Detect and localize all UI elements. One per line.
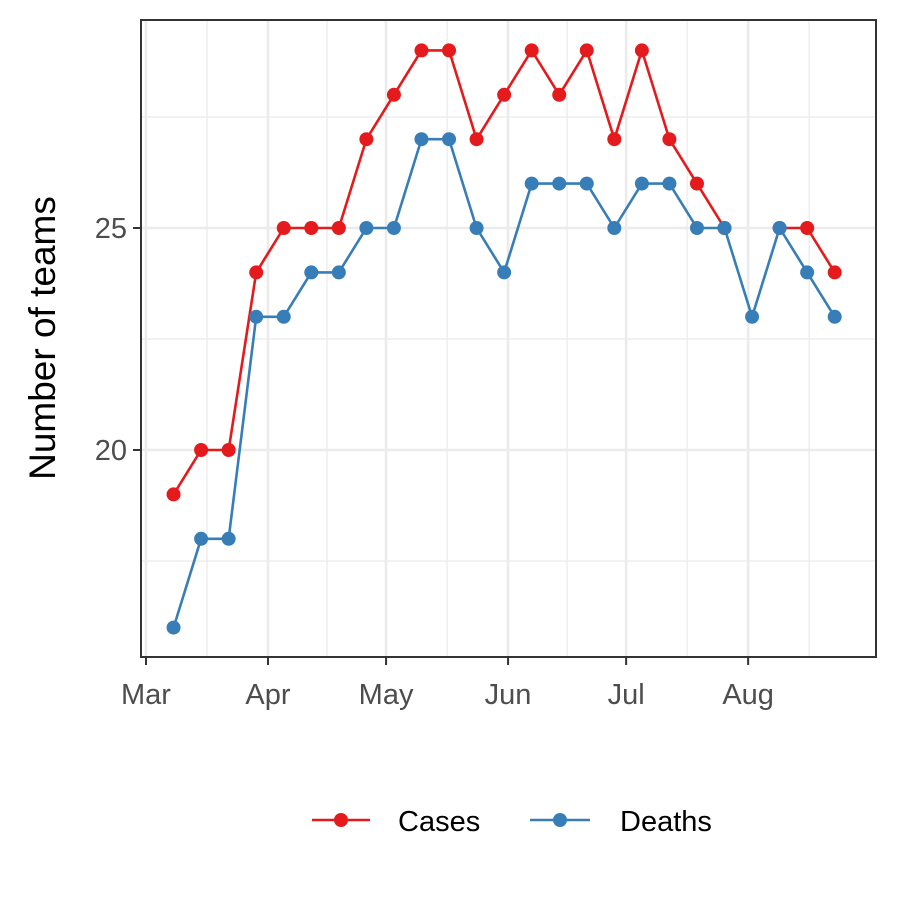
data-point <box>249 265 264 280</box>
data-point <box>634 43 649 58</box>
data-point <box>304 265 319 280</box>
data-point <box>221 443 236 457</box>
data-point <box>442 132 457 147</box>
data-point <box>414 132 429 147</box>
legend-marker <box>553 813 567 827</box>
data-point <box>331 221 346 235</box>
x-tick-label: Apr <box>245 679 290 711</box>
data-point <box>662 176 677 191</box>
series-deaths <box>166 132 842 635</box>
data-point <box>579 43 594 58</box>
series-cases <box>166 43 842 502</box>
data-point <box>331 265 346 280</box>
y-axis-title: Number of teams <box>22 196 63 480</box>
data-point <box>717 221 732 235</box>
data-point <box>689 176 704 191</box>
data-point <box>607 132 622 147</box>
data-point <box>662 132 677 147</box>
x-tick-label: Aug <box>722 679 774 711</box>
data-point <box>166 620 181 635</box>
data-point <box>359 132 374 147</box>
data-point <box>276 221 291 235</box>
data-point <box>194 531 209 546</box>
data-point <box>552 176 567 191</box>
data-point <box>442 43 457 58</box>
data-point <box>359 221 374 235</box>
legend-item-deaths: Deaths <box>530 806 712 838</box>
data-point <box>386 221 401 235</box>
data-point <box>800 221 815 235</box>
data-point <box>524 43 539 58</box>
data-point <box>607 221 622 235</box>
data-point <box>827 265 842 280</box>
legend-label: Cases <box>398 806 480 838</box>
x-tick-label: Jul <box>608 679 645 711</box>
x-tick-label: Jun <box>485 679 532 711</box>
legend-label: Deaths <box>620 806 712 838</box>
x-tick-label: May <box>359 679 414 711</box>
data-point <box>689 221 704 235</box>
legend-marker <box>334 813 348 827</box>
data-point <box>552 87 567 102</box>
data-point <box>386 87 401 102</box>
data-point <box>194 443 209 457</box>
legend: Cases Deaths <box>312 806 712 838</box>
data-point <box>800 265 815 280</box>
data-point <box>524 176 539 191</box>
axes: Mar Apr May Jun Jul Aug 20 25 <box>95 213 774 711</box>
legend-item-cases: Cases <box>312 806 480 838</box>
data-point <box>827 309 842 324</box>
data-point <box>469 221 484 235</box>
data-point <box>634 176 649 191</box>
data-point <box>221 531 236 546</box>
data-point <box>249 309 264 324</box>
data-point <box>497 265 512 280</box>
data-point <box>469 132 484 147</box>
data-point <box>304 221 319 235</box>
data-point <box>276 309 291 324</box>
x-tick-label: Mar <box>121 679 171 711</box>
data-point <box>414 43 429 58</box>
y-tick-label: 25 <box>95 213 127 245</box>
data-point <box>772 221 787 235</box>
series-line <box>172 137 836 628</box>
data-point <box>166 487 181 502</box>
data-point <box>497 87 512 102</box>
data-point <box>745 309 760 324</box>
grid-lines <box>141 20 876 657</box>
y-tick-label: 20 <box>95 435 127 467</box>
series-layer <box>166 43 842 635</box>
data-point <box>579 176 594 191</box>
